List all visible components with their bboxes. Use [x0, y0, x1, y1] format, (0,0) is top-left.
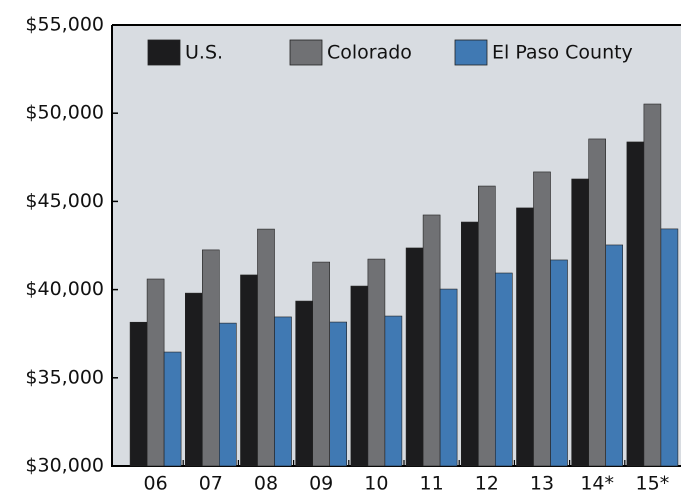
bar: [202, 249, 220, 467]
bar: [129, 321, 148, 467]
bar: [477, 185, 496, 467]
x-tick-label: 06: [144, 473, 168, 495]
bar: [626, 141, 645, 467]
bar: [257, 228, 275, 467]
y-tick-label: $30,000: [25, 455, 104, 477]
bar: [312, 261, 331, 467]
y-tick-label: $50,000: [25, 102, 104, 124]
x-tick-label: 10: [364, 473, 388, 495]
y-tick-label: $35,000: [25, 366, 104, 388]
bar: [643, 103, 662, 467]
bar: [494, 272, 513, 467]
bar: [550, 259, 568, 467]
x-tick-label: 11: [420, 473, 444, 495]
bar: [605, 244, 624, 467]
bar: [350, 285, 369, 467]
y-tick-label: $40,000: [25, 278, 104, 300]
y-tick-label: $45,000: [25, 190, 104, 212]
bar: [219, 322, 237, 467]
bar: [295, 300, 314, 467]
bar: [460, 221, 479, 467]
bar: [516, 207, 534, 467]
bar: [533, 171, 551, 467]
bar: [660, 228, 679, 467]
x-tick-label: 15*: [636, 473, 670, 495]
x-tick-label: 09: [309, 473, 333, 495]
legend-label: U.S.: [185, 42, 223, 64]
x-tick-label: 08: [254, 473, 278, 495]
legend-label: Colorado: [327, 42, 412, 64]
x-tick-label: 12: [475, 473, 499, 495]
bar: [439, 288, 458, 467]
legend-swatch: [147, 39, 181, 66]
bar: [384, 315, 403, 467]
x-tick-label: 14*: [580, 473, 614, 495]
bar: [240, 274, 258, 467]
x-tick-label: 07: [199, 473, 223, 495]
legend-label: El Paso County: [492, 42, 633, 64]
bar: [146, 278, 165, 467]
bar: [185, 292, 203, 467]
bar: [329, 321, 348, 467]
bar: [274, 316, 292, 467]
legend-swatch: [289, 39, 323, 66]
bar: [367, 258, 386, 467]
bar: [588, 138, 607, 467]
x-tick-label: 13: [530, 473, 554, 495]
legend-swatch: [454, 39, 488, 66]
bar: [405, 247, 424, 467]
bar: [163, 351, 182, 467]
bar: [422, 214, 441, 467]
y-tick-label: $55,000: [25, 14, 104, 36]
bar: [571, 178, 590, 467]
